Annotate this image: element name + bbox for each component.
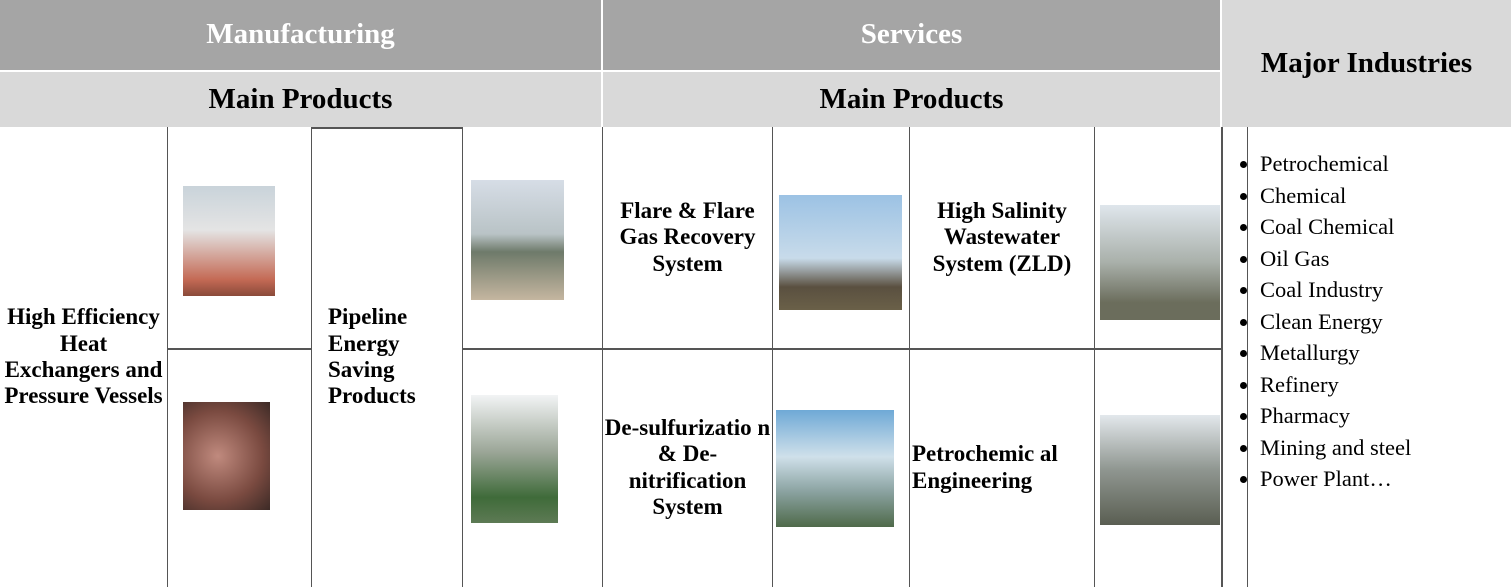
- header-cell: Services: [603, 0, 1222, 72]
- header-cell: Manufacturing: [0, 0, 603, 72]
- product-image: [1100, 205, 1220, 320]
- row-divider: [168, 348, 312, 350]
- product-image: [1100, 415, 1220, 525]
- product-image: [471, 395, 558, 523]
- subheader-cell: Main Products: [603, 72, 1222, 127]
- industry-item: Refinery: [1260, 369, 1411, 401]
- product-cell: Flare & Flare Gas Recovery System: [603, 127, 773, 348]
- product-image: [183, 186, 275, 296]
- header-cell: Major Industries: [1222, 0, 1511, 127]
- industry-item: Chemical: [1260, 180, 1411, 212]
- industry-item: Pharmacy: [1260, 400, 1411, 432]
- product-cell: High Efficiency Heat Exchangers and Pres…: [0, 127, 168, 587]
- subheader-cell: Main Products: [0, 72, 603, 127]
- industry-item: Metallurgy: [1260, 337, 1411, 369]
- product-image: [776, 410, 894, 527]
- industry-item: Oil Gas: [1260, 243, 1411, 275]
- row-divider: [463, 348, 1222, 350]
- product-cell: De-sulfurizatio n & De-nitrification Sys…: [603, 348, 773, 587]
- industry-item: Coal Industry: [1260, 274, 1411, 306]
- industry-item: Petrochemical: [1260, 148, 1411, 180]
- product-image: [779, 195, 902, 310]
- product-cell: Petrochemic al Engineering: [910, 348, 1095, 587]
- product-image: [471, 180, 564, 300]
- product-image: [183, 402, 270, 510]
- industry-item: Clean Energy: [1260, 306, 1411, 338]
- product-cell: Pipeline Energy Saving Products: [312, 127, 463, 587]
- industry-list: PetrochemicalChemicalCoal ChemicalOil Ga…: [1240, 148, 1411, 495]
- product-cell: High Salinity Wastewater System (ZLD): [910, 127, 1095, 348]
- page: Manufacturing Services Major Industries …: [0, 0, 1511, 587]
- industry-item: Coal Chemical: [1260, 211, 1411, 243]
- row-divider: [312, 127, 463, 129]
- industry-item: Power Plant…: [1260, 463, 1411, 495]
- industry-item: Mining and steel: [1260, 432, 1411, 464]
